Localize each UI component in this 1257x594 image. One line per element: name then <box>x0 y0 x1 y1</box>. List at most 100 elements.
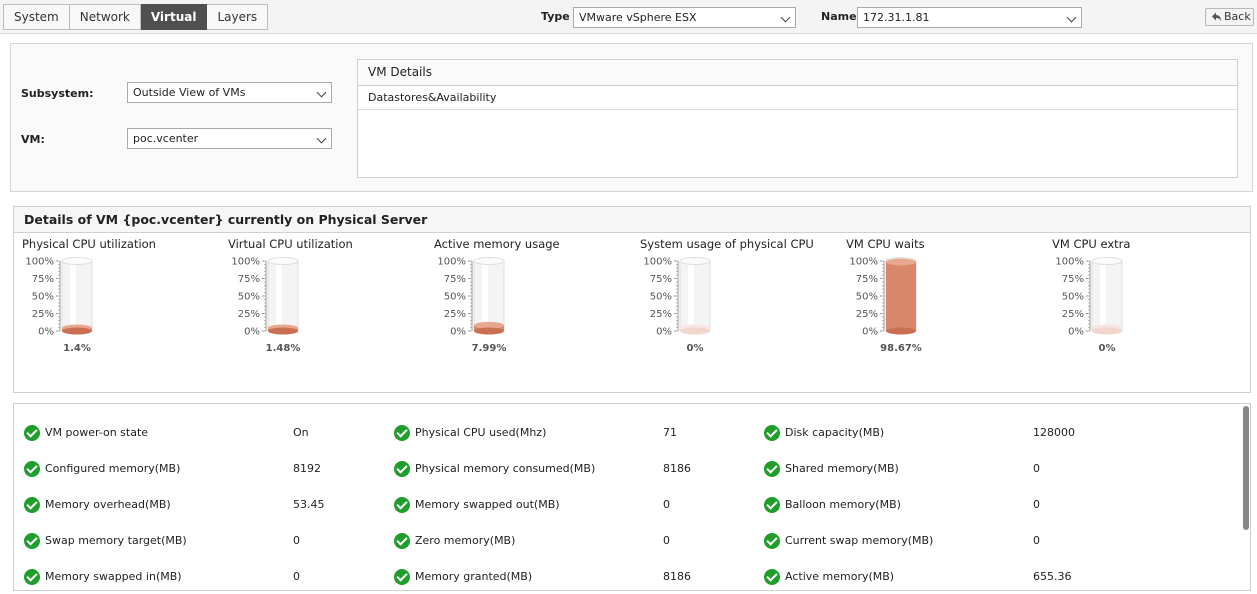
check-circle-icon <box>764 425 780 441</box>
vm-gauges-panel: Details of VM {poc.vcenter} currently on… <box>13 206 1251 393</box>
check-circle-icon <box>764 461 780 477</box>
type-select[interactable]: VMware vSphere ESX <box>573 7 796 28</box>
gauge: Virtual CPU utilization 100% 75% 50% 25% 0% 1.… <box>224 237 424 362</box>
check-circle-icon <box>394 497 410 513</box>
vm-details-item-datastores[interactable]: Datastores&Availability <box>358 86 1237 110</box>
metric-name: Shared memory(MB) <box>785 462 899 475</box>
metric-value: 655.36 <box>1033 570 1072 583</box>
gauge-tick-label: 25% <box>444 309 466 320</box>
gauge-tick-label: 100% <box>25 257 54 268</box>
chevron-down-icon <box>316 87 327 98</box>
metric-value: 0 <box>293 570 300 583</box>
gauge: Active memory usage 100% 75% 50% 25% 0% 7.99% <box>430 237 630 362</box>
chevron-down-icon <box>316 133 327 144</box>
check-circle-icon <box>24 569 40 585</box>
gauge-tick-label: 0% <box>450 327 466 338</box>
gauge: System usage of physical CPU 100% 75% 50% 25… <box>636 237 836 362</box>
gauges-panel-title: Details of VM {poc.vcenter} currently on… <box>14 207 1250 233</box>
back-arrow-icon <box>1212 12 1221 21</box>
cylinder-gauge: 100% 75% 50% 25% 0% <box>25 257 93 338</box>
metric-value: 53.45 <box>293 498 325 511</box>
gauge-tick-label: 50% <box>1062 292 1084 303</box>
gauge-tick-label: 75% <box>444 274 466 285</box>
back-button[interactable]: Back <box>1205 8 1254 26</box>
vm-details-box: VM Details Datastores&Availability <box>357 59 1238 178</box>
gauge-tick-label: 75% <box>238 274 260 285</box>
metric-name: Memory overhead(MB) <box>45 498 171 511</box>
cylinder-gauge: 100% 75% 50% 25% 0% <box>1055 257 1123 338</box>
metric-name: Swap memory target(MB) <box>45 534 187 547</box>
subsystem-select[interactable]: Outside View of VMs <box>127 82 332 103</box>
gauge-value: 0% <box>1098 343 1116 354</box>
gauge-tick-label: 50% <box>444 292 466 303</box>
check-circle-icon <box>24 461 40 477</box>
gauge-fill <box>886 261 916 331</box>
tab-bar: System Network Virtual Layers <box>3 4 269 30</box>
gauge-value: 98.67% <box>880 343 922 354</box>
name-select[interactable]: 172.31.1.81 <box>857 7 1082 28</box>
gauge-value: 1.4% <box>63 343 91 354</box>
metric-value: 0 <box>1033 534 1040 547</box>
gauge-title: System usage of physical CPU <box>640 237 814 251</box>
gauge-value: 7.99% <box>471 343 507 354</box>
chevron-down-icon <box>1066 12 1077 23</box>
gauge-title: Physical CPU utilization <box>22 237 156 251</box>
selection-panel: Subsystem: Outside View of VMs VM: poc.v… <box>10 43 1253 192</box>
check-circle-icon <box>764 497 780 513</box>
gauge-title: Virtual CPU utilization <box>228 237 353 251</box>
check-circle-icon <box>764 533 780 549</box>
metric-value: 0 <box>663 498 670 511</box>
back-button-label: Back <box>1224 10 1251 23</box>
gauge-tick-label: 50% <box>650 292 672 303</box>
gauge-title: Active memory usage <box>434 237 560 251</box>
gauge-tick-label: 75% <box>32 274 54 285</box>
metric-name: Disk capacity(MB) <box>785 426 885 439</box>
gauge-tick-label: 100% <box>849 257 878 268</box>
gauge-tick-label: 50% <box>856 292 878 303</box>
gauge-tick-label: 100% <box>437 257 466 268</box>
gauge-tick-label: 0% <box>862 327 878 338</box>
gauge-tick-label: 75% <box>650 274 672 285</box>
gauge-tick-label: 25% <box>32 309 54 320</box>
tab-virtual[interactable]: Virtual <box>140 4 208 30</box>
tab-network[interactable]: Network <box>69 4 141 30</box>
gauge-tick-label: 25% <box>856 309 878 320</box>
metric-name: Memory swapped out(MB) <box>415 498 560 511</box>
gauge-title: VM CPU waits <box>846 237 925 251</box>
metric-name: Configured memory(MB) <box>45 462 181 475</box>
subsystem-label: Subsystem: <box>21 87 94 100</box>
gauge-tick-label: 50% <box>32 292 54 303</box>
check-circle-icon <box>394 461 410 477</box>
gauge-tick-label: 100% <box>1055 257 1084 268</box>
metric-value: 8192 <box>293 462 321 475</box>
gauge-tick-label: 100% <box>231 257 260 268</box>
vm-select-value: poc.vcenter <box>133 132 199 145</box>
tab-system[interactable]: System <box>3 4 70 30</box>
gauge-value: 1.48% <box>265 343 301 354</box>
tab-layers[interactable]: Layers <box>207 4 269 30</box>
metric-name: Current swap memory(MB) <box>785 534 934 547</box>
metric-name: Memory swapped in(MB) <box>45 570 182 583</box>
type-select-value: VMware vSphere ESX <box>579 11 697 24</box>
check-circle-icon <box>24 533 40 549</box>
name-label: Name <box>821 10 857 23</box>
check-circle-icon <box>764 569 780 585</box>
check-circle-icon <box>394 425 410 441</box>
gauge-tick-label: 75% <box>856 274 878 285</box>
subsystem-select-value: Outside View of VMs <box>133 86 246 99</box>
cylinder-gauge: 100% 75% 50% 25% 0% <box>849 257 917 338</box>
metric-value: 8186 <box>663 462 691 475</box>
gauge-tick-label: 50% <box>238 292 260 303</box>
check-circle-icon <box>394 569 410 585</box>
cylinder-gauge: 100% 75% 50% 25% 0% <box>437 257 505 338</box>
metric-value: 0 <box>1033 498 1040 511</box>
metrics-panel: VM power-on state On Physical CPU used(Mhz… <box>13 403 1251 591</box>
gauge-value: 0% <box>686 343 704 354</box>
metric-value: 0 <box>663 534 670 547</box>
vm-select[interactable]: poc.vcenter <box>127 128 332 149</box>
metric-value: On <box>293 426 309 439</box>
chevron-down-icon <box>780 12 791 23</box>
metrics-scrollbar[interactable] <box>1243 406 1249 530</box>
gauge-tick-label: 25% <box>1062 309 1084 320</box>
gauge-tick-label: 25% <box>238 309 260 320</box>
